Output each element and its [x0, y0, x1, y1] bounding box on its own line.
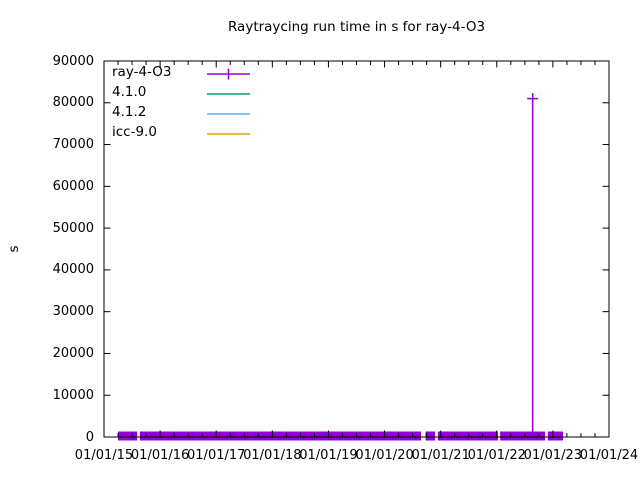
x-tick-label: 01/01/22 — [467, 448, 526, 463]
x-tick-label: 01/01/18 — [243, 448, 302, 463]
chart-title: Raytraycing run time in s for ray-4-O3 — [227, 19, 486, 35]
x-tick-label: 01/01/16 — [130, 448, 190, 463]
y-tick-label: 60000 — [52, 178, 94, 194]
baseline-band-segment — [425, 431, 436, 441]
baseline-band-segment — [139, 431, 422, 441]
legend-label-icc-9.0: icc-9.0 — [112, 124, 157, 140]
y-tick-label: 20000 — [52, 345, 94, 361]
y-tick-label: 90000 — [52, 53, 94, 69]
legend-label-4.1.2: 4.1.2 — [112, 104, 147, 120]
x-tick-label: 01/01/23 — [523, 448, 583, 463]
x-tick-label: 01/01/15 — [74, 448, 134, 463]
baseline-band-segment — [547, 431, 563, 441]
x-tick-label: 01/01/20 — [355, 448, 414, 463]
y-tick-label: 80000 — [52, 95, 94, 111]
y-tick-label: 0 — [85, 429, 94, 445]
baseline-band-segment — [500, 431, 546, 441]
x-tick-label: 01/01/19 — [299, 448, 358, 463]
y-tick-label: 50000 — [52, 220, 94, 236]
x-tick-label: 01/01/24 — [579, 448, 639, 463]
y-tick-label: 70000 — [52, 137, 94, 153]
x-tick-label: 01/01/21 — [411, 448, 470, 463]
baseline-band-segment — [118, 431, 138, 441]
y-tick-label: 40000 — [52, 262, 94, 278]
legend-label-4.1.0: 4.1.0 — [112, 84, 147, 100]
legend-label-ray-4-O3: ray-4-O3 — [112, 64, 172, 80]
x-tick-label: 01/01/17 — [187, 448, 246, 463]
baseline-band-segment — [437, 431, 498, 441]
y-tick-label: 10000 — [52, 387, 94, 403]
y-tick-label: 30000 — [52, 304, 94, 320]
